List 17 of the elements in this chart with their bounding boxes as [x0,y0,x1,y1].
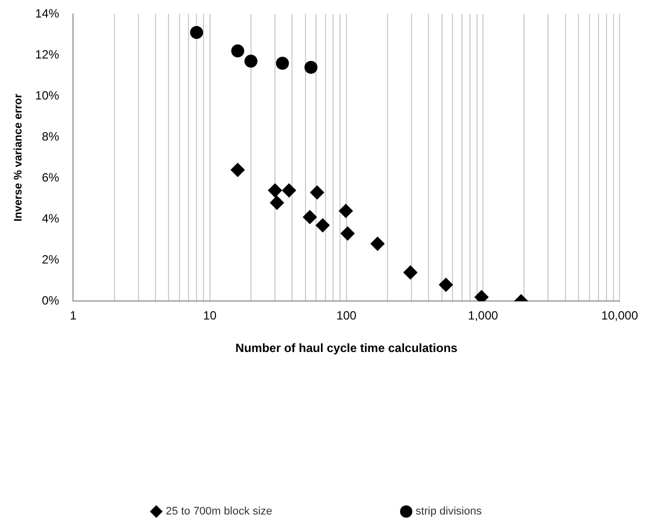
y-tick-label: 4% [42,211,60,226]
x-tick-label: 1 [70,308,77,323]
y-tick-label: 8% [42,129,60,144]
x-tick-label: 10 [203,308,217,323]
y-tick-label: 0% [42,294,60,308]
y-tick-label: 10% [35,88,60,102]
y-tick-label: 2% [42,252,60,266]
y-tick-label: 12% [35,47,60,62]
y-tick-label: 14% [35,6,60,20]
legend-label: strip divisions [416,506,482,518]
x-axis-title: Number of haul cycle time calculations [235,341,458,356]
x-tick-label: 100 [336,308,357,323]
y-tick-label: 6% [42,170,60,184]
x-tick-label: 10,000 [601,308,638,323]
x-tick-label: 1,000 [468,308,498,323]
y-axis-title: Inverse % variance error [12,92,25,222]
legend-label: 25 to 700m block size [166,506,272,518]
